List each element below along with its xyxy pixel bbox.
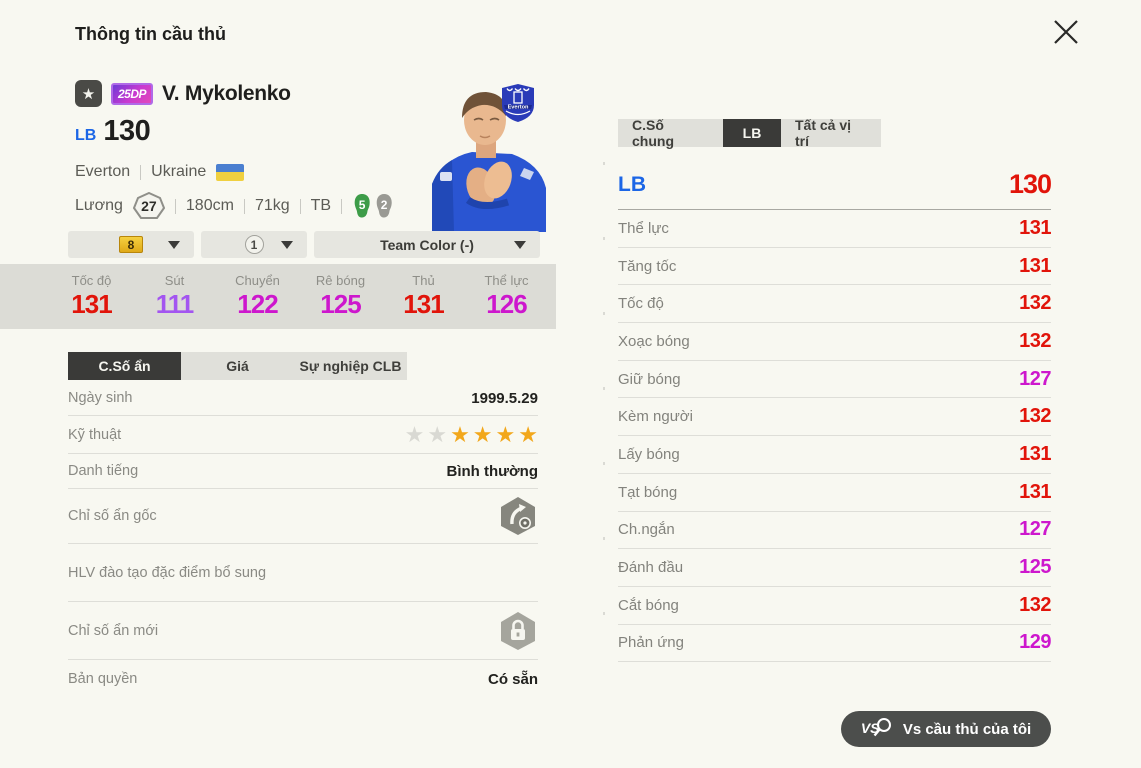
locked-hexagon-icon[interactable] (498, 610, 538, 652)
stat-physical: Thể lực 126 (484, 273, 529, 319)
position-stat-header: LB 130 (618, 160, 1052, 210)
stat-row: Tốc độ 132 (618, 285, 1051, 324)
skill-star-rating (405, 422, 538, 448)
player-photo (424, 84, 560, 232)
level-badge: 8 (119, 236, 143, 253)
right-foot-boot-icon: 2 (374, 193, 394, 219)
tab-position-lb[interactable]: LB (723, 119, 781, 147)
nation-name: Ukraine (151, 163, 207, 180)
stat-passing: Chuyển 122 (235, 273, 280, 319)
right-tab-bar: C.Số chung LB Tất cả vị trí (618, 117, 881, 149)
star-icon (518, 422, 538, 448)
trait-hexagon-icon[interactable] (498, 495, 538, 537)
stat-row: Ch.ngắn 127 (618, 512, 1051, 550)
stat-pace: Tốc độ 131 (71, 273, 112, 319)
stat-dribbling: Rê bóng 125 (315, 273, 366, 319)
foot-rating: 5 2 (352, 193, 394, 219)
grade-badge: 1 (244, 235, 264, 254)
star-icon (473, 422, 493, 448)
main-stats-bar: Tốc độ 131 Sút 111 Chuyển 122 Rê bóng 12… (0, 264, 556, 329)
ukraine-flag-icon (216, 163, 245, 181)
vs-my-player-button[interactable]: VS Vs cầu thủ của tôi (841, 711, 1051, 747)
stat-shooting: Sút 111 (155, 273, 195, 319)
star-icon (427, 422, 447, 448)
stat-row: Giữ bóng 127 (618, 361, 1051, 399)
page-title: Thông tin cầu thủ (75, 24, 226, 44)
player-header: 25DP V. Mykolenko (75, 80, 291, 107)
stat-row: Xoạc bóng 132 (618, 323, 1051, 361)
stat-row: Lấy bóng 131 (618, 436, 1051, 474)
player-position: LB (75, 127, 97, 144)
tab-hidden-stats[interactable]: C.Số ẩn (68, 352, 181, 380)
divider (341, 198, 343, 214)
row-skill-moves: Kỹ thuật (68, 416, 538, 454)
stat-row: Kèm người 132 (618, 398, 1051, 437)
team-color-dropdown[interactable]: Team Color (-) (314, 231, 540, 258)
tab-price[interactable]: Giá (181, 352, 294, 380)
scrollbar-track[interactable] (603, 162, 605, 657)
overall-line: LB 130 (75, 115, 151, 148)
info-list: Ngày sinh 1999.5.29 Kỹ thuật Danh tiếng … (68, 381, 538, 698)
row-hidden-stat-original: Chỉ số ẩn gốc (68, 489, 538, 544)
chevron-down-icon (281, 241, 293, 249)
star-icon (450, 422, 470, 448)
chevron-down-icon (514, 241, 526, 249)
stat-row: Cắt bóng 132 (618, 587, 1051, 625)
stat-row: Tăng tốc 131 (618, 248, 1051, 286)
divider (140, 164, 142, 180)
weight-value: 71kg (254, 197, 290, 214)
stat-defending: Thủ 131 (403, 273, 444, 319)
close-icon[interactable] (1046, 12, 1086, 52)
tab-general-stats[interactable]: C.Số chung (618, 117, 723, 149)
row-coach-training: HLV đào tạo đặc điểm bổ sung (68, 544, 538, 602)
star-icon (405, 422, 425, 448)
row-hidden-stat-new: Chỉ số ẩn mới (68, 602, 538, 660)
vs-magnifier-icon: VS (861, 718, 893, 740)
team-color-label: Team Color (-) (380, 236, 474, 253)
divider (299, 198, 301, 214)
tab-club-career[interactable]: Sự nghiệp CLB (294, 352, 407, 380)
chevron-down-icon (168, 241, 180, 249)
star-icon (496, 422, 516, 448)
star-badge-icon (75, 80, 102, 107)
club-name: Everton (75, 163, 131, 180)
club-nation-line: Everton Ukraine (75, 163, 245, 181)
divider (174, 198, 176, 214)
row-reputation: Danh tiếng Bình thường (68, 454, 538, 489)
body-type: TB (310, 197, 332, 214)
row-license: Bản quyền Có sẵn (68, 670, 538, 688)
svg-text:Everton: Everton (508, 104, 529, 110)
left-tab-bar: C.Số ẩn Giá Sự nghiệp CLB (68, 352, 407, 380)
season-25dp-badge: 25DP (111, 82, 154, 105)
attributes-line: Lương 27 180cm 71kg TB 5 2 (75, 192, 394, 220)
stat-row: Đánh đầu 125 (618, 549, 1051, 587)
salary-value: 27 (141, 198, 157, 214)
level-dropdown[interactable]: 8 (68, 231, 194, 258)
dropdown-row: 8 1 Team Color (-) (68, 231, 540, 258)
everton-club-badge-icon: Everton (498, 83, 538, 123)
divider (243, 198, 245, 214)
grade-dropdown[interactable]: 1 (201, 231, 307, 258)
player-overall: 130 (103, 115, 151, 147)
height-value: 180cm (185, 197, 234, 214)
stat-row: Tạt bóng 131 (618, 474, 1051, 512)
row-birthdate: Ngày sinh 1999.5.29 (68, 381, 538, 416)
salary-label: Lương (75, 197, 123, 214)
salary-badge: 27 (132, 192, 165, 220)
player-name: V. Mykolenko (162, 81, 291, 105)
tab-all-positions[interactable]: Tất cả vị trí (781, 117, 881, 149)
position-stat-list: LB 130 Thể lực 131 Tăng tốc 131 Tốc độ 1… (618, 160, 1052, 663)
stat-row: Thể lực 131 (618, 210, 1051, 248)
left-foot-boot-icon: 5 (352, 193, 372, 219)
stat-row: Phản ứng 129 (618, 625, 1051, 663)
